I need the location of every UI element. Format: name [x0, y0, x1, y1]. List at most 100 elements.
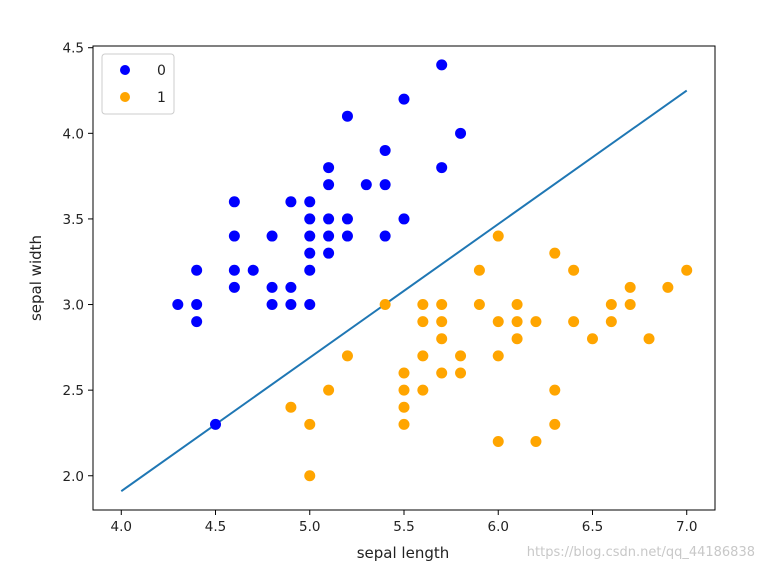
point-series-1 — [473, 299, 485, 311]
point-series-1 — [398, 384, 410, 396]
point-series-0 — [266, 281, 278, 293]
point-series-1 — [417, 350, 429, 362]
point-series-0 — [379, 144, 391, 156]
point-series-0 — [379, 230, 391, 242]
point-series-0 — [228, 196, 240, 208]
point-series-1 — [530, 436, 542, 448]
point-series-1 — [530, 316, 542, 328]
x-tick-label: 6.5 — [582, 519, 603, 535]
y-tick-label: 4.5 — [63, 41, 84, 57]
point-series-0 — [304, 230, 316, 242]
point-series-0 — [323, 230, 335, 242]
x-tick-label: 5.0 — [299, 519, 320, 535]
point-series-0 — [360, 179, 372, 191]
y-axis-label: sepal width — [27, 235, 45, 321]
point-series-0 — [172, 299, 184, 311]
x-tick-label: 6.0 — [488, 519, 509, 535]
point-series-1 — [568, 316, 580, 328]
point-series-0 — [436, 59, 448, 71]
point-series-0 — [398, 93, 410, 105]
legend-box — [101, 53, 175, 115]
point-series-1 — [549, 384, 561, 396]
point-series-1 — [436, 367, 448, 379]
point-series-0 — [191, 299, 203, 311]
point-series-0 — [247, 264, 259, 276]
point-series-1 — [511, 316, 523, 328]
point-series-1 — [492, 230, 504, 242]
point-series-1 — [662, 281, 674, 293]
point-series-1 — [323, 384, 335, 396]
point-series-1 — [417, 316, 429, 328]
point-series-1 — [455, 367, 467, 379]
point-series-1 — [417, 299, 429, 311]
point-series-1 — [436, 333, 448, 345]
point-series-0 — [323, 247, 335, 259]
point-series-1 — [549, 247, 561, 259]
point-series-1 — [605, 316, 617, 328]
point-series-1 — [681, 264, 693, 276]
axes-frame — [92, 45, 716, 511]
point-series-1 — [417, 384, 429, 396]
y-tick-label: 4.0 — [63, 126, 84, 142]
point-series-1 — [285, 401, 297, 413]
point-series-0 — [285, 196, 297, 208]
point-series-1 — [436, 316, 448, 328]
point-series-1 — [473, 264, 485, 276]
point-series-0 — [379, 179, 391, 191]
point-series-1 — [605, 299, 617, 311]
point-series-0 — [398, 213, 410, 225]
x-tick-label: 4.5 — [205, 519, 226, 535]
point-series-0 — [304, 247, 316, 259]
point-series-0 — [304, 264, 316, 276]
x-tick-label: 7.0 — [676, 519, 697, 535]
point-series-0 — [304, 299, 316, 311]
y-tick-label: 3.5 — [63, 212, 84, 228]
point-series-0 — [304, 213, 316, 225]
point-series-1 — [455, 350, 467, 362]
point-series-1 — [492, 436, 504, 448]
point-series-1 — [304, 470, 316, 482]
point-series-0 — [323, 162, 335, 174]
x-axis-ticks: 4.0 4.5 5.0 5.5 6.0 6.5 7.0 — [111, 510, 697, 535]
point-series-0 — [266, 230, 278, 242]
point-series-1 — [586, 333, 598, 345]
point-series-1 — [398, 367, 410, 379]
point-series-0 — [341, 213, 353, 225]
plot-area — [120, 59, 693, 492]
decision-boundary-line — [120, 89, 688, 492]
point-series-0 — [191, 264, 203, 276]
point-series-0 — [228, 230, 240, 242]
point-series-1 — [436, 299, 448, 311]
point-series-0 — [323, 213, 335, 225]
point-series-1 — [624, 281, 636, 293]
point-series-1 — [568, 264, 580, 276]
legend: 0 1 — [101, 53, 175, 115]
point-series-0 — [210, 418, 222, 430]
x-axis-label: sepal length — [357, 544, 450, 562]
y-tick-label: 2.0 — [63, 469, 84, 485]
point-series-0 — [436, 162, 448, 174]
point-series-0 — [341, 110, 353, 122]
point-series-1 — [304, 418, 316, 430]
point-series-1 — [549, 418, 561, 430]
x-tick-label: 5.5 — [393, 519, 414, 535]
point-series-0 — [285, 281, 297, 293]
y-tick-label: 3.0 — [63, 298, 84, 314]
point-series-1 — [379, 299, 391, 311]
point-series-1 — [511, 299, 523, 311]
point-series-0 — [455, 127, 467, 139]
x-tick-label: 4.0 — [111, 519, 132, 535]
point-series-0 — [266, 299, 278, 311]
point-series-1 — [492, 316, 504, 328]
watermark: https://blog.csdn.net/qq_44186838 — [526, 545, 755, 560]
point-series-0 — [304, 196, 316, 208]
y-axis-ticks: 2.0 2.5 3.0 3.5 4.0 4.5 — [63, 41, 93, 485]
point-series-1 — [643, 333, 655, 345]
legend-marker-series-1 — [120, 92, 130, 102]
y-tick-label: 2.5 — [63, 383, 84, 399]
point-series-1 — [341, 350, 353, 362]
point-series-1 — [492, 350, 504, 362]
point-series-0 — [323, 179, 335, 191]
point-series-0 — [228, 264, 240, 276]
